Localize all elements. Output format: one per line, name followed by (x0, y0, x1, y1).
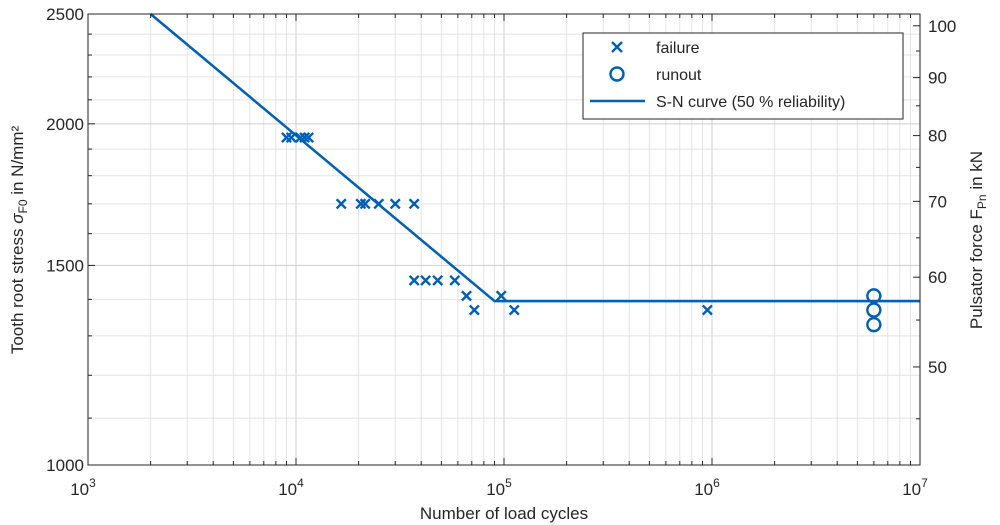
failure-point (468, 304, 480, 316)
runout-point (866, 302, 882, 318)
failure-point (461, 290, 472, 302)
legend-label-runout: runout (656, 67, 702, 84)
failure-point (495, 290, 507, 302)
failure-point (420, 274, 432, 286)
failure-point (303, 132, 315, 144)
legend-label-sn-curve: S-N curve (50 % reliability) (656, 94, 845, 111)
failure-point (449, 274, 461, 286)
failure-point (508, 304, 520, 316)
legend-box (582, 32, 904, 120)
x-tick-label: 107 (902, 476, 928, 499)
legend-label-failure: failure (656, 40, 700, 57)
x-axis-label: Number of load cycles (420, 504, 588, 523)
y-tick-label: 1000 (46, 456, 84, 475)
runout-point (866, 316, 882, 333)
y-tick-label: 2000 (46, 115, 84, 134)
y-tick-label: 1500 (46, 256, 84, 275)
y2-tick-label: 100 (928, 17, 956, 36)
tick-labels: 103 104 105 106 107 1000 1500 2000 2500 50 60 70 80 9… (46, 5, 956, 499)
failure-point (408, 274, 420, 286)
failure-point (389, 198, 401, 210)
grid (88, 14, 920, 465)
failure-point (359, 198, 371, 210)
y2-tick-label: 70 (928, 192, 947, 211)
y2-tick-label: 50 (928, 358, 947, 377)
failure-point (335, 198, 347, 210)
y2-tick-label: 80 (928, 127, 947, 146)
failure-point (408, 198, 420, 210)
axis-ticks (88, 13, 920, 466)
x-tick-label: 103 (70, 476, 96, 499)
y2-axis-label: Pulsator force FPn in kN (967, 151, 989, 329)
y2-tick-label: 60 (928, 268, 947, 287)
sn-curve-line (149, 13, 920, 303)
series-layer (149, 13, 920, 333)
failure-point (355, 198, 367, 210)
legend-marker-runout (609, 66, 625, 82)
failure-point (701, 304, 713, 316)
y2-tick-label: 90 (928, 69, 947, 88)
legend-marker-failure (611, 41, 623, 53)
x-tick-label: 105 (486, 476, 512, 499)
failure-point (432, 274, 444, 286)
y-axis-label: Tooth root stress σF0 in N/mm² (8, 126, 30, 355)
x-tick-label: 106 (694, 476, 720, 499)
x-tick-label: 104 (278, 476, 304, 499)
y-tick-label: 2500 (46, 5, 84, 24)
legend: failure runout S-N curve (50 % reliabili… (582, 32, 904, 120)
